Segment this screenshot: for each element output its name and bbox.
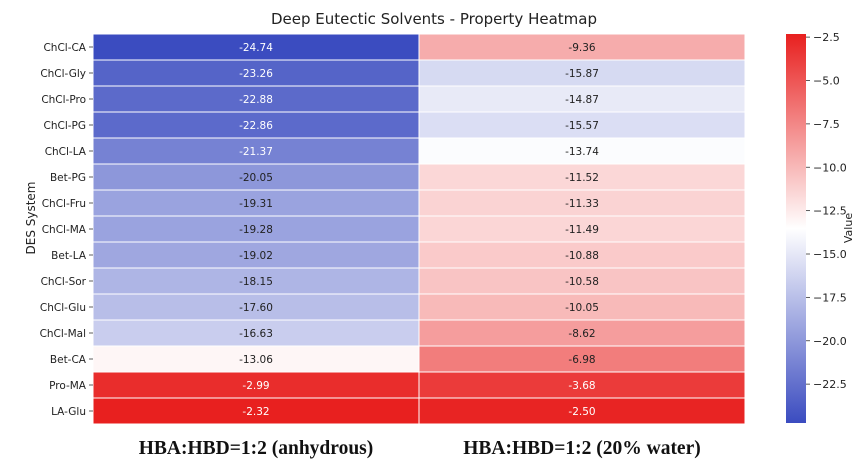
colorbar-tick-label: −12.5 (813, 205, 847, 218)
row-label: ChCl-Gly (40, 68, 86, 80)
cell-value-label: -10.58 (565, 276, 599, 288)
column-label: HBA:HBD=1:2 (20% water) (463, 438, 701, 459)
heatmap-cell (418, 293, 746, 321)
heatmap-cell (92, 59, 420, 87)
cell-value-label: -10.05 (565, 302, 599, 314)
heatmap-cell (418, 111, 746, 139)
colorbar-tick-label: −22.5 (813, 378, 847, 391)
cell-value-label: -19.28 (239, 224, 273, 236)
cell-value-label: -10.88 (565, 250, 599, 262)
row-label: Bet-CA (50, 354, 87, 366)
heatmap-cell (418, 267, 746, 295)
heatmap-cell (418, 371, 746, 399)
cell-value-label: -24.74 (239, 42, 273, 54)
colorbar-tick-label: −2.5 (813, 31, 840, 44)
row-label: Pro-MA (49, 380, 87, 392)
cell-value-label: -17.60 (239, 302, 273, 314)
heatmap-cell (92, 397, 420, 425)
heatmap-cell (418, 85, 746, 113)
heatmap-cell (418, 397, 746, 425)
chart-title: Deep Eutectic Solvents - Property Heatma… (271, 10, 597, 28)
row-label: ChCl-MA (42, 224, 87, 236)
heatmap-cell (92, 371, 420, 399)
row-label: ChCl-Sor (41, 276, 87, 288)
heatmap-cell (418, 189, 746, 217)
colorbar-tick-label: −15.0 (813, 248, 847, 261)
cell-value-label: -16.63 (239, 328, 273, 340)
colorbar-tick-label: −20.0 (813, 335, 847, 348)
y-axis-label: DES System (24, 181, 38, 254)
colorbar-tick-label: −5.0 (813, 74, 840, 87)
cell-value-label: -13.74 (565, 146, 599, 158)
heatmap-cell (418, 241, 746, 269)
cell-value-label: -13.06 (239, 354, 273, 366)
cell-value-label: -19.02 (239, 250, 273, 262)
cell-value-label: -18.15 (239, 276, 273, 288)
row-label: ChCl-Fru (42, 198, 86, 210)
cell-value-label: -11.49 (565, 224, 599, 236)
cell-value-label: -2.32 (242, 406, 269, 418)
heatmap-cells: -24.74 -9.36 -23.26 -15.87 -22.88 -14.87 -22.8… (92, 33, 746, 425)
colorbar-label: Value (842, 213, 855, 243)
cell-value-label: -2.99 (242, 380, 269, 392)
colorbar-ticks: −2.5 −5.0 −7.5 −10.0 −12.5 −15.0 −17.5 −20.0 −22… (806, 31, 847, 391)
row-label: ChCl-Glu (40, 302, 86, 314)
colorbar-tick-label: −7.5 (813, 118, 840, 131)
cell-value-label: -6.98 (568, 354, 595, 366)
cell-value-label: -9.36 (568, 42, 595, 54)
cell-value-label: -22.88 (239, 94, 273, 106)
heatmap-cell (418, 59, 746, 87)
row-label: LA-Glu (51, 406, 86, 418)
row-label: ChCl-CA (43, 42, 86, 54)
heatmap-cell (418, 345, 746, 373)
heatmap-cell (418, 33, 746, 61)
colorbar (786, 34, 806, 423)
cell-value-label: -2.50 (568, 406, 595, 418)
row-label: Bet-LA (51, 250, 87, 262)
heatmap-cell (92, 319, 420, 347)
heatmap-cell (92, 293, 420, 321)
row-label: ChCl-Mal (40, 328, 86, 340)
cell-value-label: -8.62 (568, 328, 595, 340)
row-label: ChCl-Pro (41, 94, 86, 106)
cell-value-label: -22.86 (239, 120, 273, 132)
heatmap-cell (418, 163, 746, 191)
cell-value-label: -11.52 (565, 172, 599, 184)
cell-value-label: -14.87 (565, 94, 599, 106)
colorbar-tick-label: −10.0 (813, 161, 847, 174)
row-label: ChCl-LA (45, 146, 87, 158)
row-label: ChCl-PG (44, 120, 87, 132)
row-label: Bet-PG (50, 172, 86, 184)
column-label: HBA:HBD=1:2 (anhydrous) (139, 438, 374, 459)
cell-value-label: -3.68 (568, 380, 595, 392)
colorbar-tick-label: −17.5 (813, 291, 847, 304)
heatmap-cell (92, 267, 420, 295)
heatmap-cell (418, 319, 746, 347)
column-labels: HBA:HBD=1:2 (anhydrous) HBA:HBD=1:2 (20% … (139, 438, 701, 459)
cell-value-label: -21.37 (239, 146, 273, 158)
cell-value-label: -20.05 (239, 172, 273, 184)
heatmap-cell (92, 33, 420, 61)
cell-value-label: -15.87 (565, 68, 599, 80)
heatmap-cell (418, 215, 746, 243)
row-labels: ChCl-CA ChCl-Gly ChCl-Pro ChCl-PG ChCl-LA Bet… (40, 42, 93, 418)
cell-value-label: -11.33 (565, 198, 599, 210)
heatmap-cell (418, 137, 746, 165)
cell-value-label: -23.26 (239, 68, 273, 80)
cell-value-label: -19.31 (239, 198, 273, 210)
cell-value-label: -15.57 (565, 120, 599, 132)
